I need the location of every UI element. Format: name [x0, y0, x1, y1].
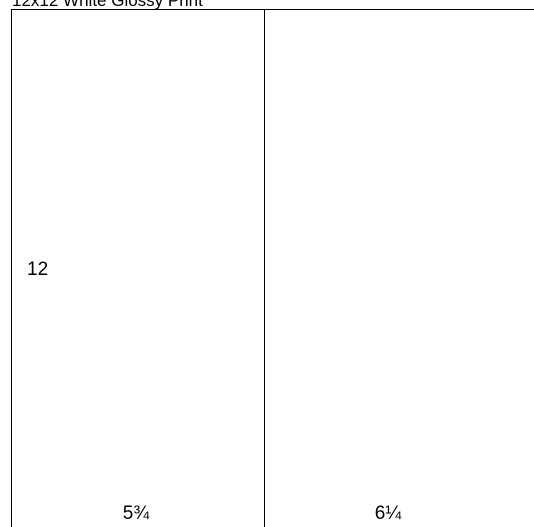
right-panel-width-label: 6¼: [374, 503, 402, 524]
print-sheet-outline: 12 5¾ 6¼: [11, 9, 534, 527]
height-dimension-label: 12: [27, 259, 49, 280]
panel-divider-line: [264, 10, 265, 527]
print-title: 12x12 White Glossy Print: [12, 0, 203, 10]
left-panel-width-label: 5¾: [122, 503, 150, 524]
